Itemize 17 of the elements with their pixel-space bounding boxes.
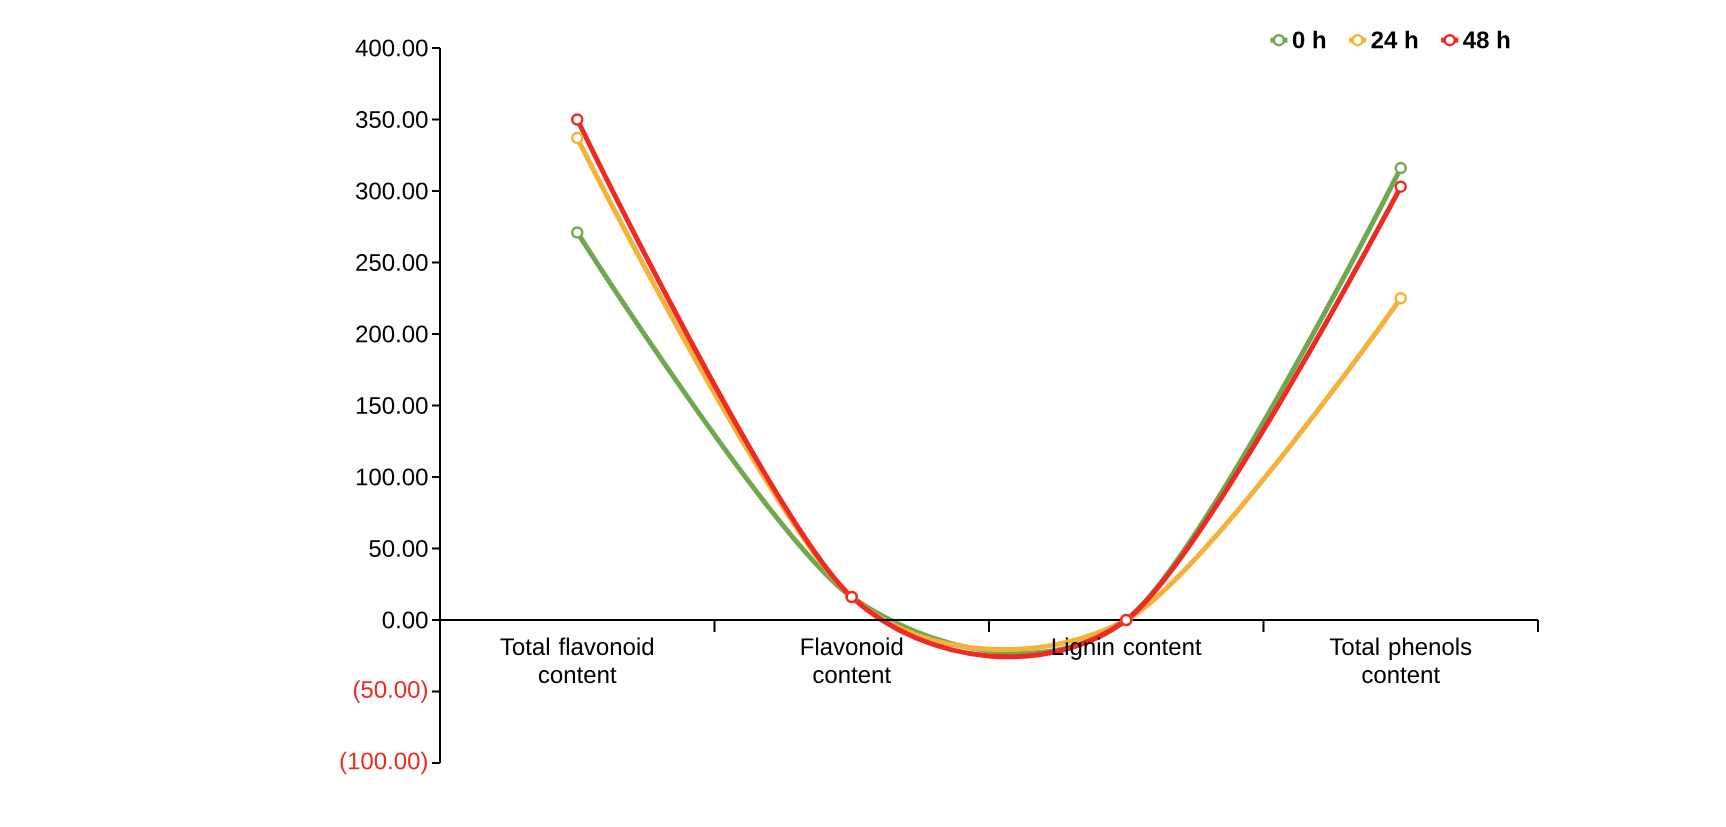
y-tick-label: 400.00 bbox=[355, 39, 428, 57]
y-tick-label: (50.00) bbox=[353, 680, 427, 703]
y-tick-label: 100.00 bbox=[356, 468, 428, 486]
legend-label: 48 h bbox=[1463, 30, 1510, 49]
y-tick-label: 50.00 bbox=[369, 540, 428, 557]
x-tick-label: Total flavonoid content bbox=[500, 637, 654, 684]
legend-label: 24 h bbox=[1371, 30, 1418, 49]
y-tick-label: 150.00 bbox=[356, 397, 428, 414]
y-tick-label: 250.00 bbox=[356, 254, 428, 271]
legend-label: 0 h bbox=[1292, 30, 1326, 49]
y-tick-label: 200.00 bbox=[356, 325, 428, 343]
y-tick-label: 0.00 bbox=[382, 611, 428, 629]
y-tick-label: (100.00) bbox=[340, 751, 427, 775]
y-tick-label: 350.00 bbox=[355, 111, 428, 128]
x-tick-label: Flavonoid content bbox=[801, 637, 903, 684]
x-tick-label: Total phenols content bbox=[1329, 637, 1472, 684]
y-tick-label: 300.00 bbox=[355, 182, 428, 200]
